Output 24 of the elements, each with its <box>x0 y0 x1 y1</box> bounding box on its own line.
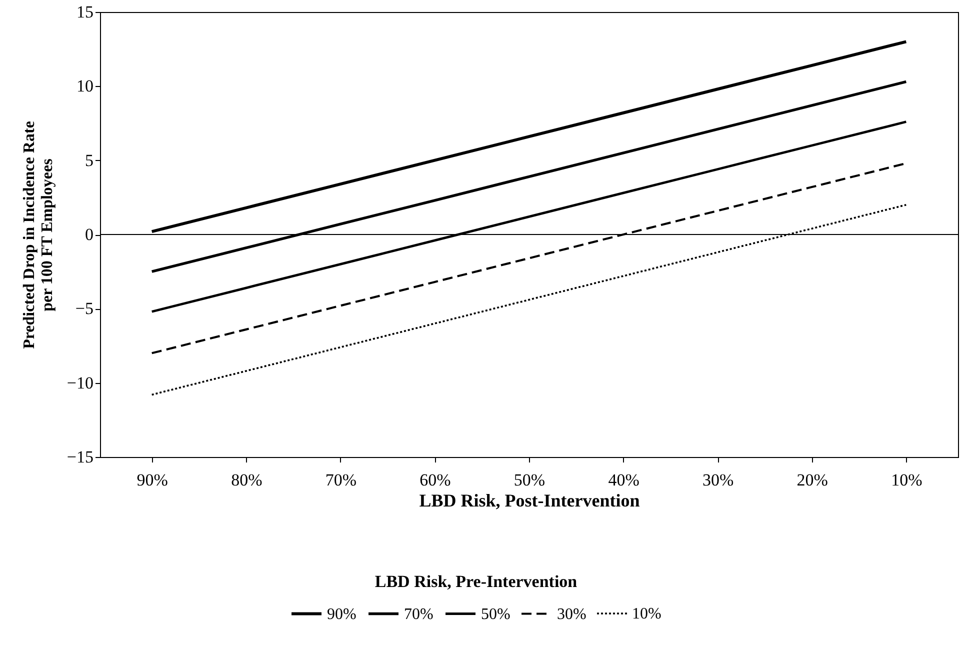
x-tick-label: 20% <box>796 470 828 490</box>
x-tick-label: 90% <box>136 470 168 490</box>
x-tick-label: 70% <box>325 470 357 490</box>
x-tick-label: 40% <box>608 470 640 490</box>
legend-label: 70% <box>404 606 434 623</box>
x-tick-label: 10% <box>891 470 922 490</box>
x-axis-title: LBD Risk, Post-Intervention <box>419 490 640 510</box>
y-tick-label: 10 <box>76 76 94 96</box>
legend-title: LBD Risk, Pre-Intervention <box>374 572 578 591</box>
x-tick-label: 50% <box>514 470 546 490</box>
y-tick-label: 15 <box>76 2 94 22</box>
legend-label: 90% <box>327 606 356 623</box>
y-tick-label: 0 <box>85 225 94 244</box>
legend-label: 10% <box>632 606 662 622</box>
y-tick-label: −10 <box>66 373 94 392</box>
y-axis-title: Predicted Drop in Incidence Rate per 100 FT Employees <box>20 121 56 349</box>
y-tick-label: 5 <box>85 150 94 170</box>
legend-label: 30% <box>557 606 586 623</box>
x-tick-label: 80% <box>231 470 262 490</box>
y-tick-label: −15 <box>66 448 94 466</box>
x-tick-label: 60% <box>420 470 451 490</box>
y-tick-label: −5 <box>75 299 94 318</box>
legend-label: 50% <box>481 606 510 623</box>
x-tick-label: 30% <box>702 470 734 490</box>
